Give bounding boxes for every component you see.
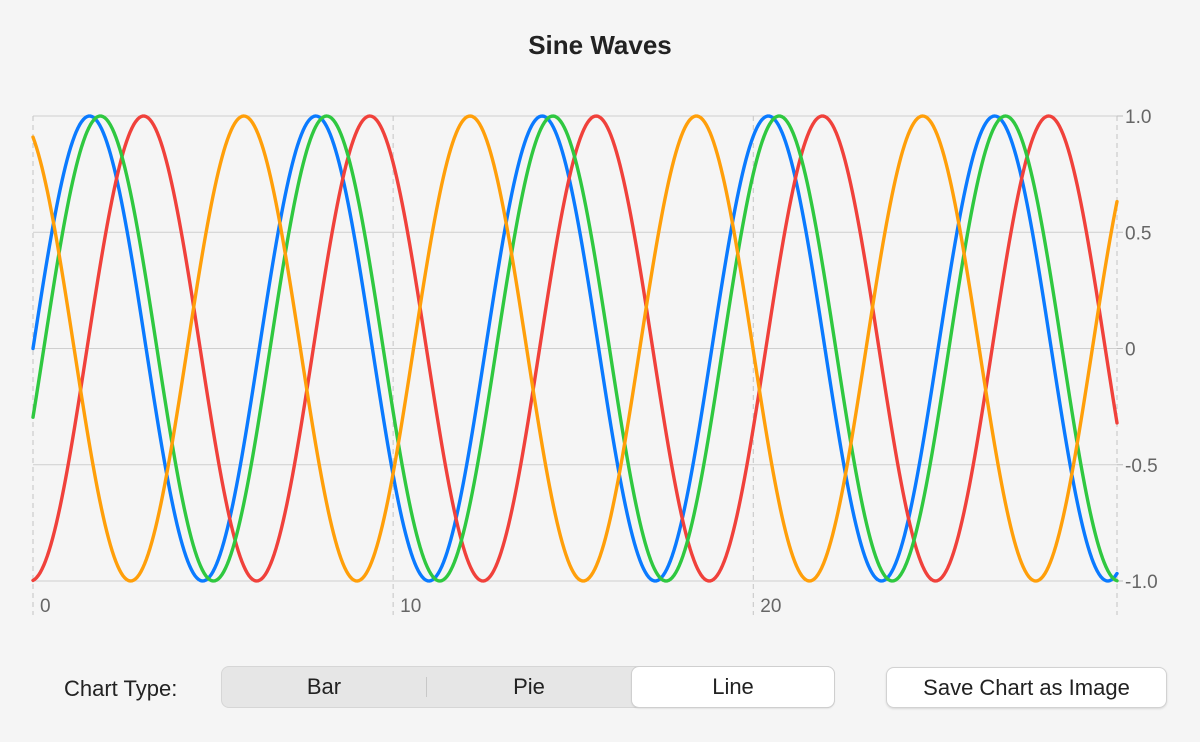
segment-line[interactable]: Line [632, 667, 834, 707]
chart-type-label: Chart Type: [64, 676, 178, 701]
chart-title: Sine Waves [528, 30, 672, 60]
y-tick-label: 0 [1125, 340, 1136, 361]
y-tick-label: 1.0 [1125, 107, 1151, 128]
series-line [31, 114, 1119, 583]
x-tick-label: 0 [40, 596, 51, 617]
y-tick-label: -1.0 [1125, 572, 1158, 593]
segment-pie[interactable]: Pie [513, 674, 545, 699]
x-tick-label: 20 [760, 596, 781, 617]
chart-ticks: 1.0 0.5 0 -0.5 -1.0 0 10 20 [40, 107, 1158, 617]
segment-divider [426, 677, 427, 697]
chart-type-segmented-control: Bar Pie Line [221, 666, 835, 708]
chart-grid [32, 115, 1123, 615]
chart-series [31, 114, 1119, 583]
series-line [31, 114, 1119, 583]
segment-bar[interactable]: Bar [306, 674, 342, 699]
series-line [31, 114, 1119, 583]
y-tick-label: 0.5 [1125, 223, 1151, 244]
chart-controls: Chart Type: Bar Pie Line Save Chart as I… [0, 666, 1200, 710]
x-tick-label: 10 [400, 596, 421, 617]
sine-waves-chart: 1.0 0.5 0 -0.5 -1.0 0 10 20 [31, 107, 1158, 617]
y-tick-label: -0.5 [1125, 456, 1158, 477]
save-chart-button[interactable]: Save Chart as Image [886, 667, 1167, 708]
